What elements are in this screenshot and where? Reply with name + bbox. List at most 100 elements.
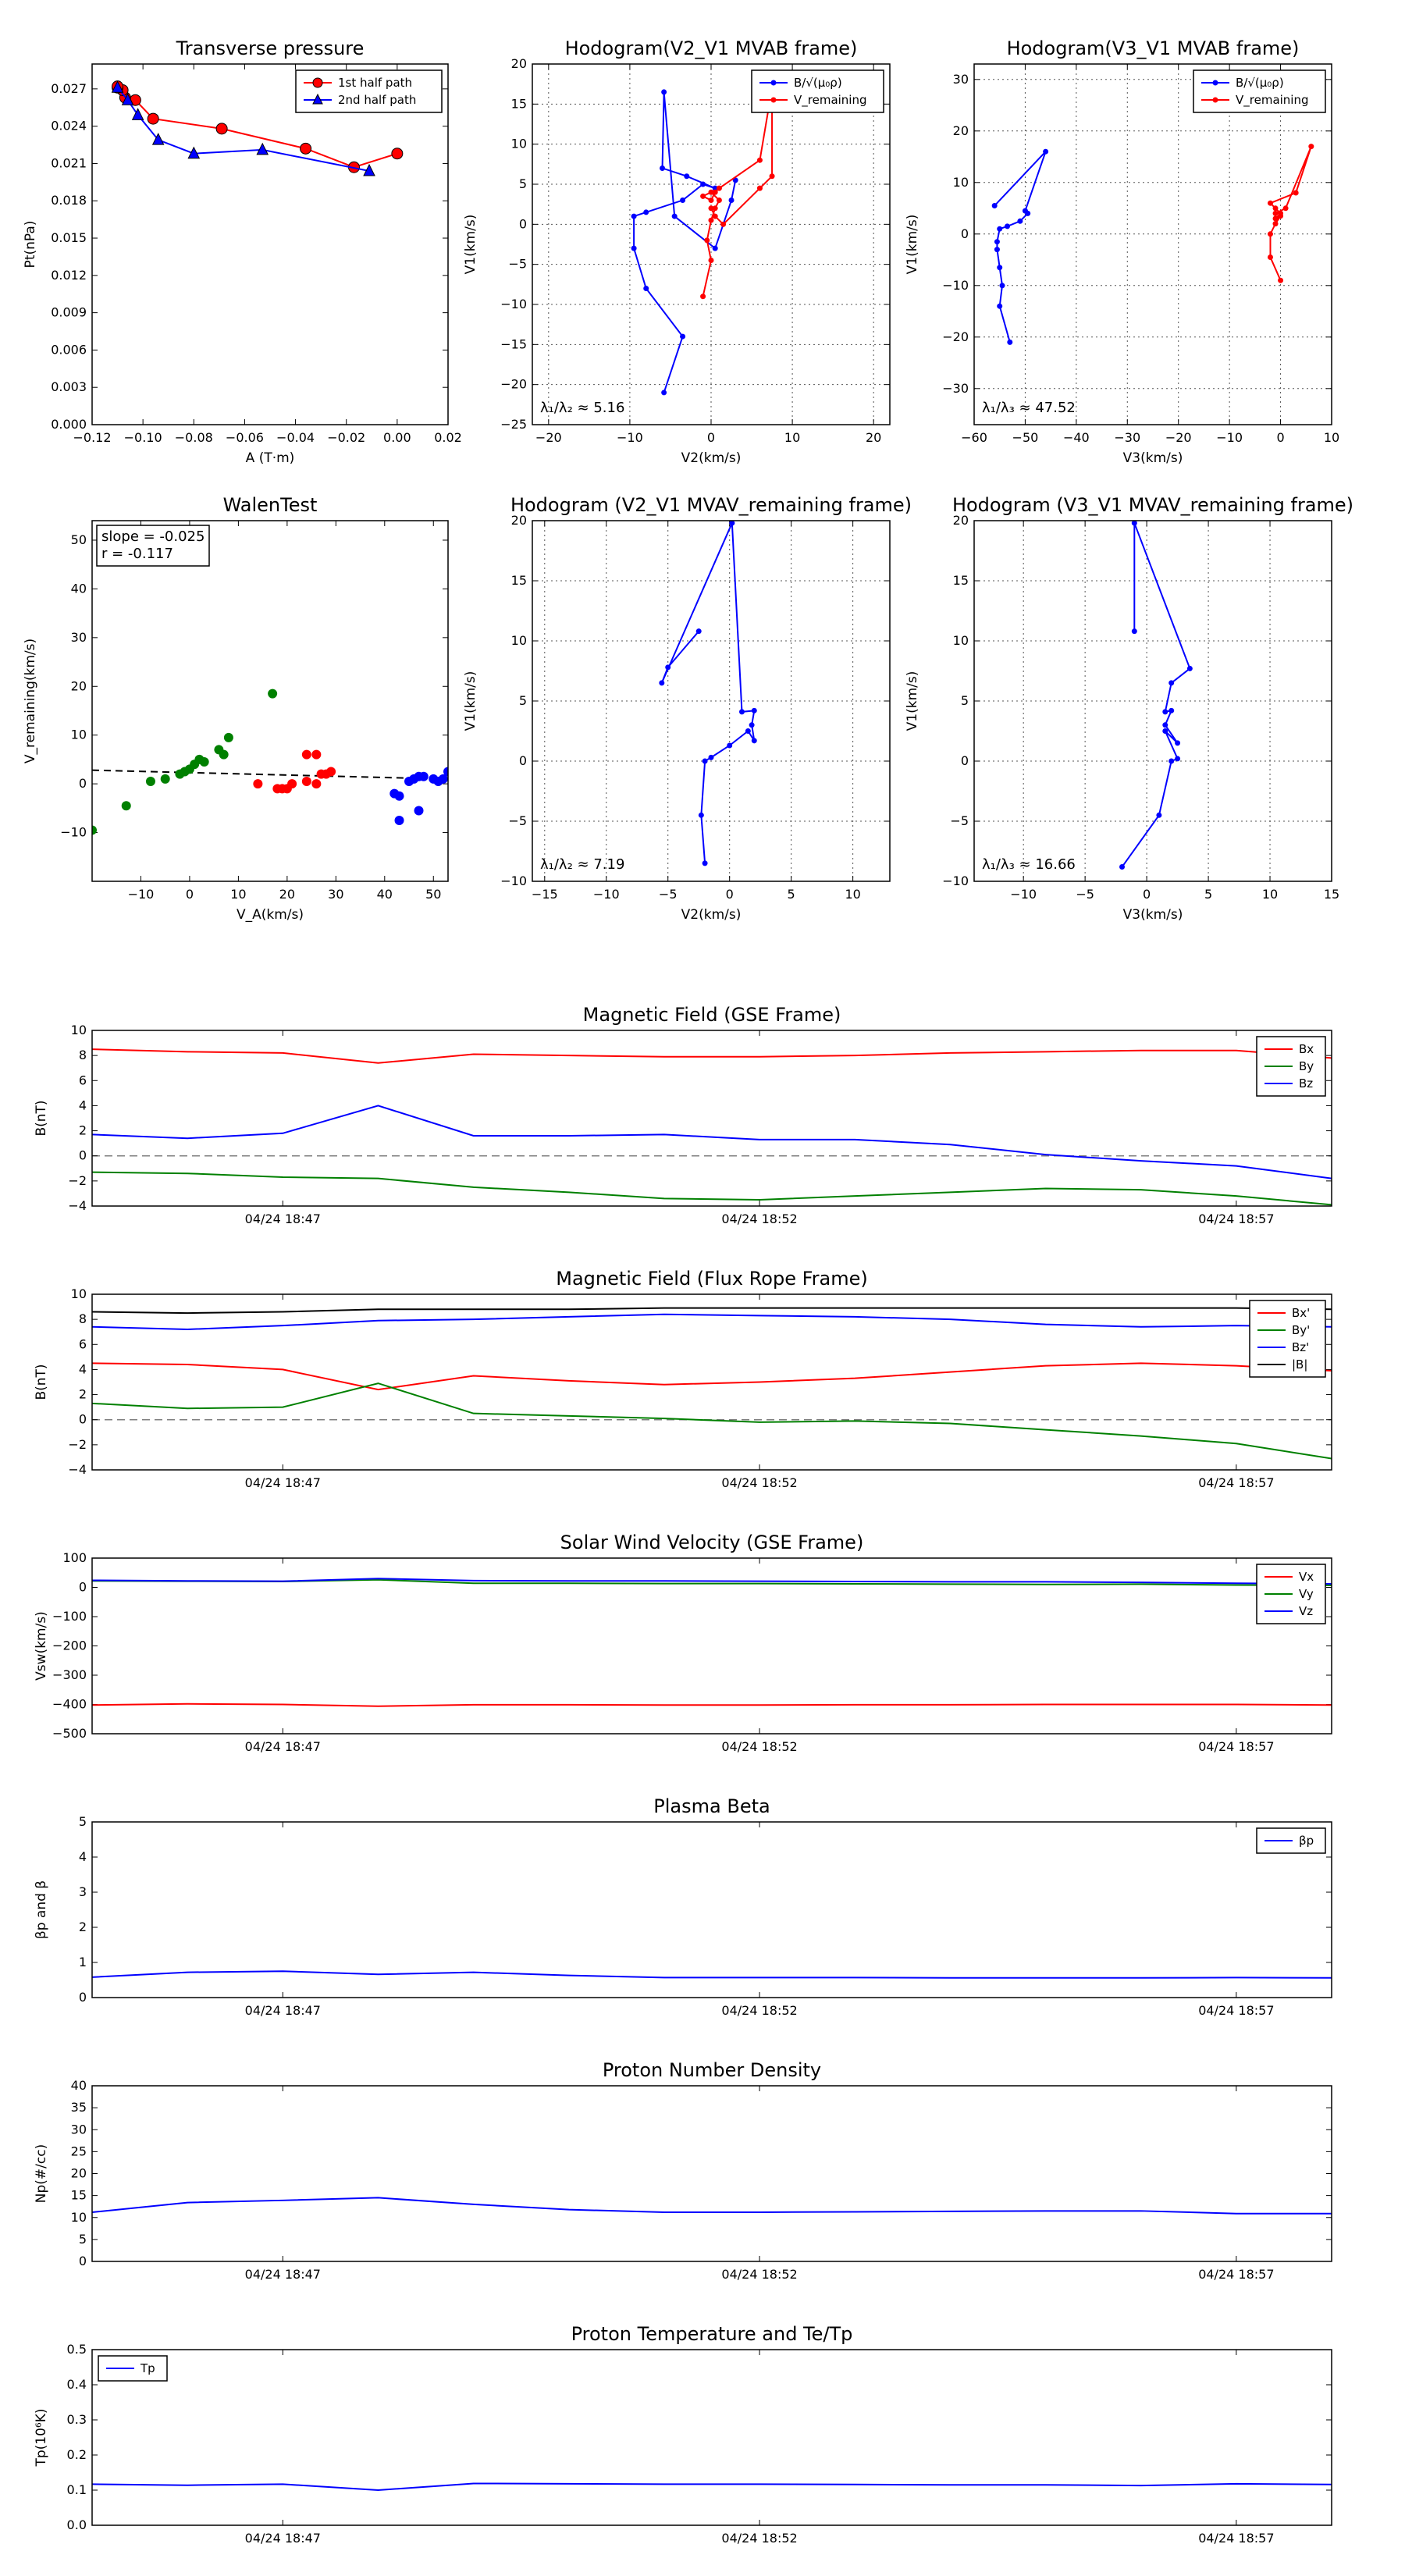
y-tick-label: −5 (950, 813, 969, 828)
data-point (1162, 709, 1168, 715)
data-point (1007, 339, 1013, 345)
x-tick-label: −0.06 (226, 430, 264, 445)
series-0 (92, 2197, 1332, 2215)
y-tick-label: 5 (961, 693, 969, 708)
data-point (698, 812, 704, 818)
data-point (738, 709, 745, 715)
y-axis-label: V1(km/s) (905, 215, 920, 275)
y-ticks: −4 −2 0 2 4 6 8 10 (68, 1286, 1332, 1477)
data-point (1131, 628, 1137, 635)
data-point (659, 680, 665, 686)
chart-magnetic-field-gse: Magnetic Field (GSE Frame)04/24 18:47 04/… (34, 1004, 1332, 1226)
x-tick-label: −20 (1165, 430, 1192, 445)
legend-marker (1212, 80, 1218, 86)
chart-title: Hodogram (V3_V1 MVAV_remaining frame) (952, 494, 1353, 516)
data-point (716, 197, 722, 204)
y-ticks: −25 −20 −15 −10 −5 0 5 10 15 20 (500, 56, 890, 432)
legend-label: Vz (1299, 1604, 1313, 1618)
x-tick-label: 04/24 18:47 (245, 1739, 321, 1754)
x-ticks: 04/24 18:47 04/24 18:52 04/24 18:57 (245, 1822, 1275, 2018)
data-point (1272, 205, 1279, 212)
x-tick-label: 10 (1262, 887, 1278, 902)
data-point (1272, 221, 1279, 227)
x-tick-label: −15 (532, 887, 558, 902)
x-tick-label: −10 (128, 887, 155, 902)
axes-frame (532, 63, 891, 425)
data-point (994, 239, 1000, 245)
series-line (92, 1703, 1332, 1707)
plot-area (92, 2482, 1332, 2492)
chart-magnetic-field-flux-rope: Magnetic Field (Flux Rope Frame) 04/24 18… (34, 1268, 1332, 1490)
legend-marker (312, 77, 323, 88)
y-tick-label: 0 (519, 216, 527, 231)
data-point (443, 767, 448, 777)
data-point (1175, 756, 1181, 762)
x-ticks: −15 −10 −5 0 5 10 (532, 521, 861, 902)
x-tick-label: 10 (845, 887, 860, 902)
chart-title: Hodogram (V2_V1 MVAV_remaining frame) (510, 494, 912, 516)
data-point (151, 133, 165, 145)
data-point (769, 173, 775, 180)
data-point (708, 189, 714, 195)
x-ticks: 04/24 18:47 04/24 18:52 04/24 18:57 (245, 2086, 1275, 2282)
data-point (661, 390, 667, 396)
y-tick-label: 20 (953, 513, 969, 528)
data-point (394, 791, 404, 801)
data-point (712, 213, 718, 219)
y-tick-label: 10 (71, 2210, 87, 2225)
x-tick-label: 04/24 18:47 (245, 1475, 321, 1490)
legend: B/√(μ₀ρ) V_remaining (1193, 69, 1326, 113)
legend-marker (312, 93, 323, 105)
y-tick-label: 0.3 (67, 2412, 87, 2427)
x-tick-label: 0 (186, 887, 194, 902)
x-tick-label: −10 (1216, 430, 1243, 445)
x-tick-label: 04/24 18:52 (721, 1739, 797, 1754)
y-tick-label: 0.021 (51, 155, 87, 170)
data-point (391, 148, 404, 160)
series-line (92, 1048, 1332, 1064)
series-line (701, 87, 774, 297)
axes-frame (973, 520, 1332, 882)
plot-area (659, 521, 757, 866)
data-point (300, 142, 312, 155)
x-tick-label: 0.00 (383, 430, 411, 445)
y-tick-label: −20 (942, 329, 969, 344)
x-tick-label: 04/24 18:57 (1198, 1739, 1274, 1754)
y-axis-label: Np(#/cc) (34, 2144, 49, 2203)
x-tick-label: 0.02 (434, 430, 462, 445)
y-tick-label: 25 (71, 2144, 87, 2158)
y-ticks: −10 −5 0 5 10 15 20 (942, 513, 1332, 888)
y-ticks: −4 −2 0 2 4 6 8 10 (68, 1023, 1332, 1213)
axes-frame (973, 63, 1332, 425)
y-tick-label: −2 (68, 1173, 87, 1188)
x-tick-label: −0.02 (327, 430, 365, 445)
chart-title: Magnetic Field (GSE Frame) (583, 1004, 841, 1026)
y-tick-label: 5 (79, 2232, 87, 2247)
data-point (1282, 205, 1289, 212)
series-line (92, 1171, 1332, 1206)
y-tick-label: 0 (79, 776, 87, 791)
y-ticks: −30 −20 −10 0 10 20 30 (942, 72, 1332, 396)
x-tick-label: 04/24 18:52 (721, 2267, 797, 2282)
data-point (665, 664, 671, 671)
chart-transverse-pressure: Transverse pressure−0.12 −0.10 −0.08 −0.06−… (23, 37, 462, 466)
legend-marker (770, 97, 777, 103)
data-point (1168, 680, 1175, 686)
y-tick-label: −5 (508, 813, 527, 828)
y-tick-label: −10 (500, 873, 527, 888)
y-axis-label: V1(km/s) (463, 671, 478, 731)
legend: βp (1256, 1827, 1326, 1854)
axes-frame (91, 63, 449, 425)
data-point (131, 108, 144, 120)
legend: Bx' By' Bz' |B| (1249, 1300, 1326, 1378)
series-0 (659, 521, 757, 866)
y-tick-label: 0.000 (51, 417, 87, 432)
chart-title: Transverse pressure (176, 37, 365, 59)
y-tick-label: 20 (953, 123, 969, 138)
y-tick-label: 5 (519, 693, 527, 708)
data-point (187, 146, 201, 159)
data-point (92, 825, 97, 835)
data-point (223, 732, 233, 742)
series-0 (92, 688, 278, 835)
data-point (121, 801, 131, 811)
